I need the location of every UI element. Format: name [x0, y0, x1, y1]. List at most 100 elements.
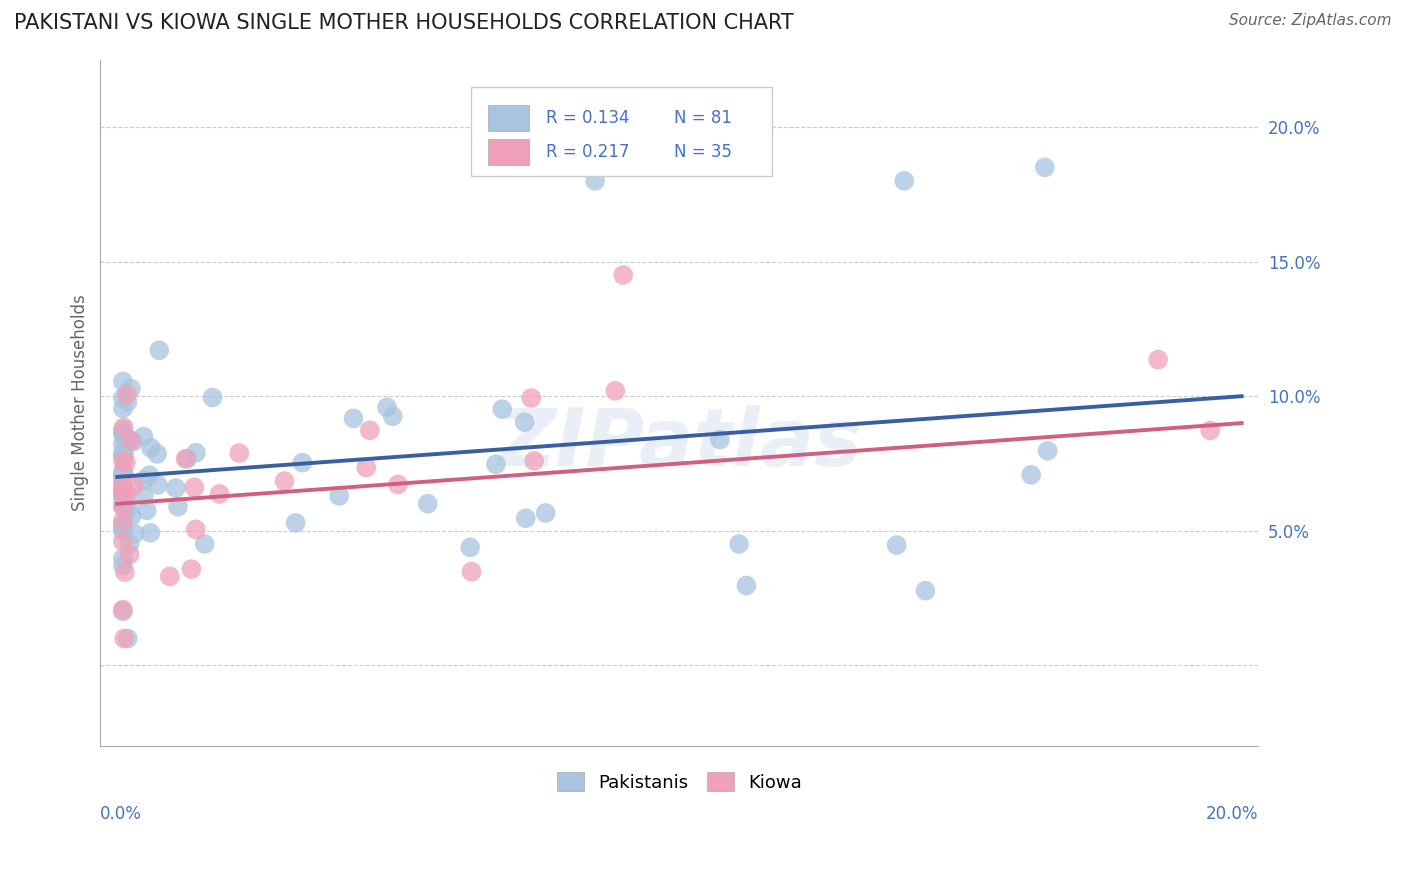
- Point: [458, 541, 481, 555]
- Point: [460, 565, 482, 579]
- Point: [117, 432, 139, 446]
- Point: [111, 551, 134, 566]
- Point: [111, 519, 134, 533]
- Point: [165, 481, 187, 495]
- Text: PAKISTANI VS KIOWA SINGLE MOTHER HOUSEHOLDS CORRELATION CHART: PAKISTANI VS KIOWA SINGLE MOTHER HOUSEHO…: [14, 13, 794, 33]
- Point: [112, 447, 135, 461]
- Point: [117, 395, 139, 409]
- Point: [111, 454, 134, 468]
- Point: [111, 498, 134, 512]
- Point: [139, 525, 162, 540]
- Point: [115, 504, 138, 518]
- Point: [111, 605, 134, 619]
- Point: [111, 468, 134, 483]
- Point: [914, 583, 936, 598]
- Point: [208, 487, 231, 501]
- Point: [728, 537, 751, 551]
- Point: [491, 402, 513, 417]
- FancyBboxPatch shape: [488, 105, 529, 131]
- Point: [121, 508, 143, 523]
- Point: [167, 500, 190, 514]
- Point: [112, 465, 135, 479]
- Point: [117, 500, 139, 514]
- Point: [520, 391, 543, 405]
- Point: [111, 449, 134, 463]
- Point: [112, 420, 135, 434]
- Point: [893, 174, 915, 188]
- Point: [112, 476, 135, 491]
- Point: [176, 451, 198, 466]
- Text: ZIPatlas: ZIPatlas: [496, 405, 862, 483]
- Point: [605, 384, 627, 398]
- Point: [1019, 467, 1042, 482]
- Point: [111, 475, 134, 489]
- Point: [201, 391, 224, 405]
- Point: [159, 569, 181, 583]
- Point: [515, 511, 537, 525]
- Point: [709, 433, 731, 447]
- Point: [138, 468, 160, 483]
- Point: [118, 548, 141, 562]
- Point: [1036, 443, 1059, 458]
- Point: [375, 401, 398, 415]
- Point: [112, 632, 135, 646]
- Point: [111, 426, 134, 441]
- Point: [194, 537, 217, 551]
- Point: [485, 457, 508, 471]
- Point: [387, 477, 409, 491]
- Point: [122, 479, 145, 493]
- Point: [111, 485, 134, 500]
- Point: [115, 387, 138, 401]
- Point: [111, 500, 134, 514]
- Point: [111, 375, 134, 389]
- Point: [120, 434, 142, 448]
- Point: [886, 538, 908, 552]
- Point: [115, 486, 138, 500]
- Point: [111, 523, 134, 537]
- Point: [523, 454, 546, 468]
- Point: [513, 415, 536, 429]
- Point: [381, 409, 404, 424]
- Point: [184, 446, 207, 460]
- Point: [583, 174, 606, 188]
- Point: [111, 470, 134, 484]
- Point: [112, 430, 135, 444]
- Point: [174, 451, 197, 466]
- Legend: Pakistanis, Kiowa: Pakistanis, Kiowa: [550, 765, 808, 799]
- Point: [183, 480, 205, 494]
- Point: [111, 437, 134, 451]
- Point: [115, 487, 138, 501]
- Text: N = 81: N = 81: [673, 109, 731, 127]
- Point: [114, 565, 136, 579]
- Point: [117, 632, 139, 646]
- Point: [111, 523, 134, 537]
- Point: [122, 434, 145, 449]
- Point: [111, 514, 134, 528]
- Point: [111, 445, 134, 459]
- Point: [111, 422, 134, 436]
- Point: [118, 537, 141, 551]
- FancyBboxPatch shape: [488, 139, 529, 165]
- FancyBboxPatch shape: [471, 87, 772, 177]
- Text: 20.0%: 20.0%: [1206, 805, 1258, 823]
- Point: [735, 578, 758, 592]
- Point: [120, 382, 142, 396]
- Text: R = 0.217: R = 0.217: [546, 144, 630, 161]
- Point: [111, 482, 134, 496]
- Point: [132, 489, 155, 503]
- Point: [359, 423, 381, 437]
- Point: [111, 518, 134, 533]
- Point: [180, 562, 202, 576]
- Point: [146, 478, 169, 492]
- Point: [111, 426, 134, 441]
- Point: [111, 484, 134, 499]
- Y-axis label: Single Mother Households: Single Mother Households: [72, 294, 89, 511]
- Point: [1033, 161, 1056, 175]
- Point: [534, 506, 557, 520]
- Point: [124, 526, 146, 541]
- Text: Source: ZipAtlas.com: Source: ZipAtlas.com: [1229, 13, 1392, 29]
- Point: [135, 503, 157, 517]
- Point: [146, 447, 169, 461]
- Point: [328, 489, 350, 503]
- Point: [132, 429, 155, 443]
